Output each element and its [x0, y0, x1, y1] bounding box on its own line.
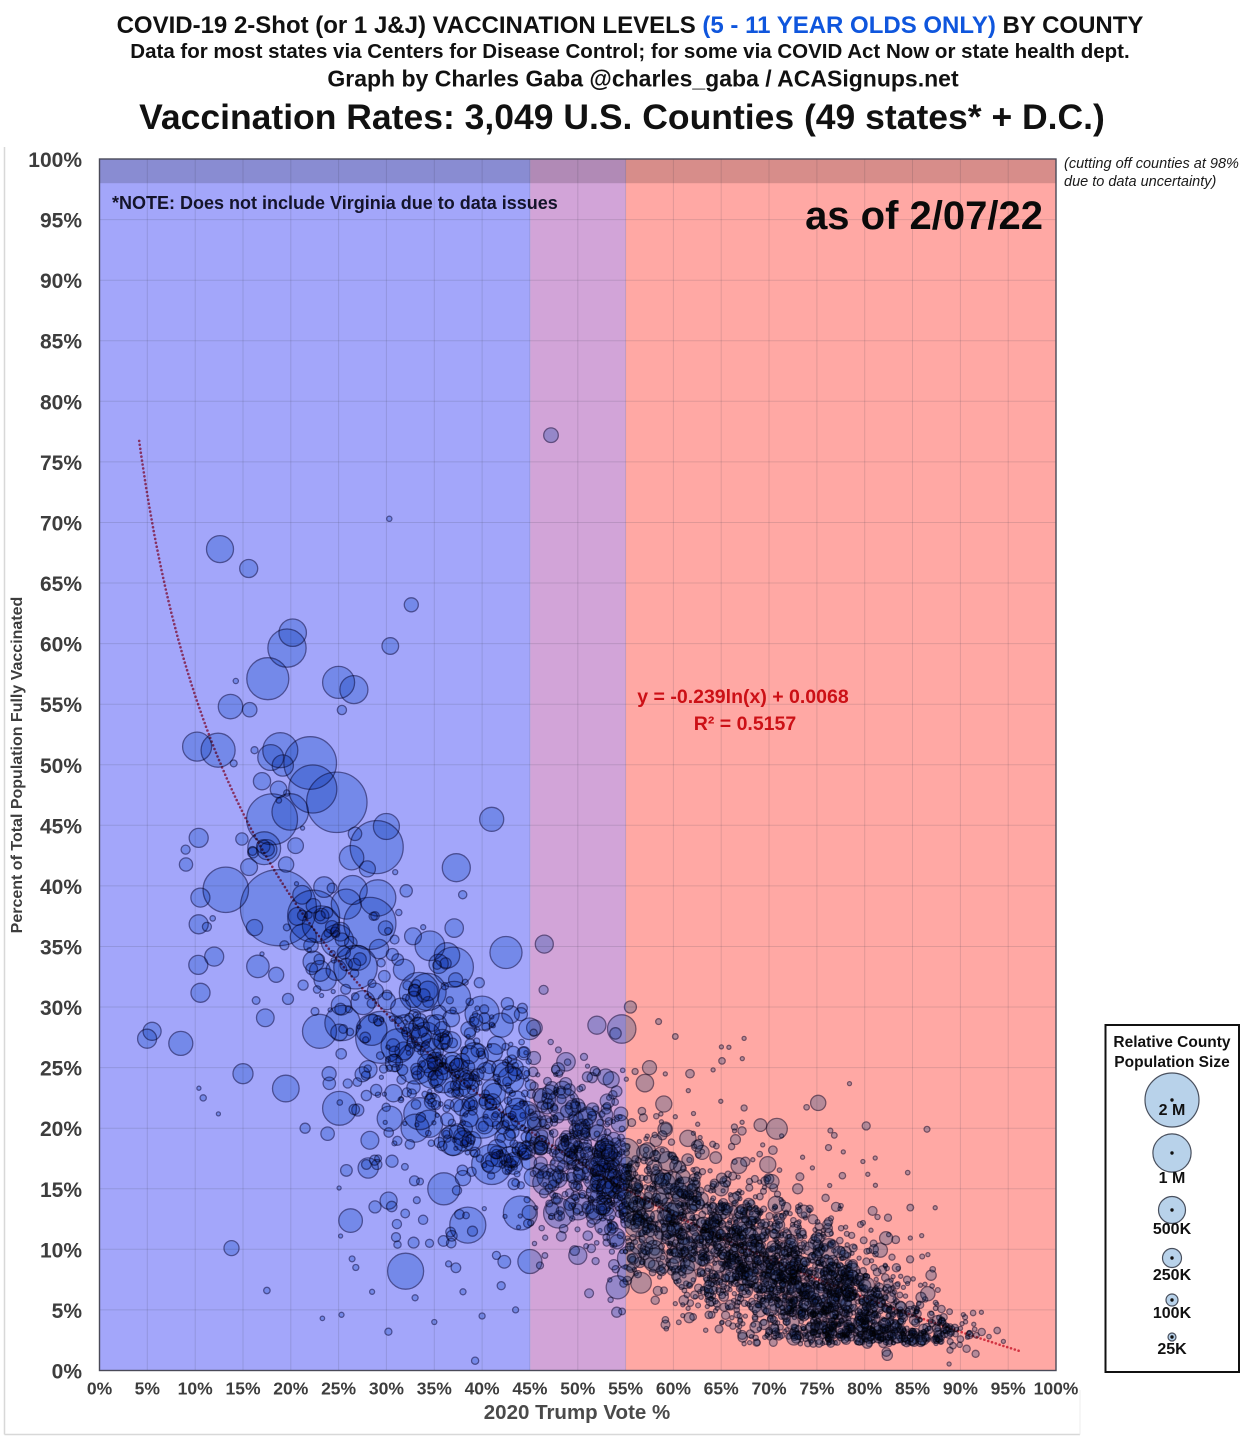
- svg-text:500K: 500K: [1153, 1221, 1192, 1238]
- svg-text:15%: 15%: [40, 1179, 82, 1202]
- svg-text:Graph by Charles Gaba @charles: Graph by Charles Gaba @charles_gaba / AC…: [327, 66, 959, 92]
- svg-text:60%: 60%: [656, 1379, 691, 1399]
- svg-text:100%: 100%: [1034, 1379, 1079, 1399]
- svg-text:30%: 30%: [40, 997, 82, 1020]
- svg-text:*NOTE: Does not include Virgin: *NOTE: Does not include Virginia due to …: [112, 193, 558, 213]
- svg-text:15%: 15%: [225, 1379, 260, 1399]
- svg-text:45%: 45%: [40, 815, 82, 838]
- svg-text:50%: 50%: [40, 755, 82, 778]
- svg-text:2 M: 2 M: [1159, 1102, 1186, 1119]
- svg-text:10%: 10%: [40, 1239, 82, 1262]
- svg-text:250K: 250K: [1153, 1267, 1192, 1284]
- svg-text:75%: 75%: [799, 1379, 834, 1399]
- svg-text:due to data uncertainty): due to data uncertainty): [1064, 174, 1216, 190]
- svg-text:85%: 85%: [40, 331, 82, 354]
- svg-text:Percent of Total Population Fu: Percent of Total Population Fully Vaccin…: [9, 597, 26, 934]
- svg-text:50%: 50%: [560, 1379, 595, 1399]
- svg-text:45%: 45%: [512, 1379, 547, 1399]
- svg-text:35%: 35%: [417, 1379, 452, 1399]
- svg-text:95%: 95%: [40, 210, 82, 233]
- svg-text:1 M: 1 M: [1159, 1170, 1186, 1187]
- svg-text:30%: 30%: [369, 1379, 404, 1399]
- svg-text:Vaccination Rates: 3,049 U.S.: Vaccination Rates: 3,049 U.S. Counties (…: [139, 97, 1105, 137]
- svg-text:55%: 55%: [40, 694, 82, 717]
- svg-text:40%: 40%: [40, 876, 82, 899]
- svg-text:5%: 5%: [52, 1300, 83, 1323]
- svg-text:100K: 100K: [1153, 1305, 1192, 1322]
- svg-text:0%: 0%: [52, 1361, 83, 1384]
- svg-text:Data for most states via Cente: Data for most states via Centers for Dis…: [130, 40, 1129, 63]
- svg-text:10%: 10%: [178, 1379, 213, 1399]
- svg-text:85%: 85%: [895, 1379, 930, 1399]
- svg-text:65%: 65%: [704, 1379, 739, 1399]
- svg-text:65%: 65%: [40, 573, 82, 596]
- svg-text:Relative County: Relative County: [1113, 1034, 1231, 1051]
- svg-text:60%: 60%: [40, 634, 82, 657]
- svg-text:25%: 25%: [40, 1058, 82, 1081]
- svg-text:COVID-19 2-Shot (or 1 J&J) VAC: COVID-19 2-Shot (or 1 J&J) VACCINATION L…: [117, 12, 1144, 39]
- svg-text:80%: 80%: [847, 1379, 882, 1399]
- svg-text:40%: 40%: [465, 1379, 500, 1399]
- svg-text:100%: 100%: [28, 149, 82, 172]
- svg-text:35%: 35%: [40, 937, 82, 960]
- svg-text:55%: 55%: [608, 1379, 643, 1399]
- svg-text:90%: 90%: [943, 1379, 978, 1399]
- svg-text:25%: 25%: [321, 1379, 356, 1399]
- svg-text:90%: 90%: [40, 270, 82, 293]
- svg-text:(cutting off counties at 98%: (cutting off counties at 98%: [1064, 156, 1239, 172]
- svg-text:70%: 70%: [751, 1379, 786, 1399]
- svg-text:as of 2/07/22: as of 2/07/22: [805, 194, 1043, 238]
- svg-text:R² = 0.5157: R² = 0.5157: [694, 713, 796, 735]
- svg-text:0%: 0%: [87, 1379, 113, 1399]
- svg-text:5%: 5%: [135, 1379, 161, 1399]
- svg-text:95%: 95%: [991, 1379, 1026, 1399]
- svg-text:y = -0.239ln(x) + 0.0068: y = -0.239ln(x) + 0.0068: [637, 686, 849, 708]
- svg-text:75%: 75%: [40, 452, 82, 475]
- svg-text:2020 Trump Vote %: 2020 Trump Vote %: [484, 1401, 670, 1424]
- svg-text:70%: 70%: [40, 513, 82, 536]
- svg-text:20%: 20%: [40, 1118, 82, 1141]
- svg-text:25K: 25K: [1157, 1341, 1187, 1358]
- svg-text:Population Size: Population Size: [1114, 1054, 1230, 1071]
- svg-text:80%: 80%: [40, 391, 82, 414]
- svg-text:20%: 20%: [273, 1379, 308, 1399]
